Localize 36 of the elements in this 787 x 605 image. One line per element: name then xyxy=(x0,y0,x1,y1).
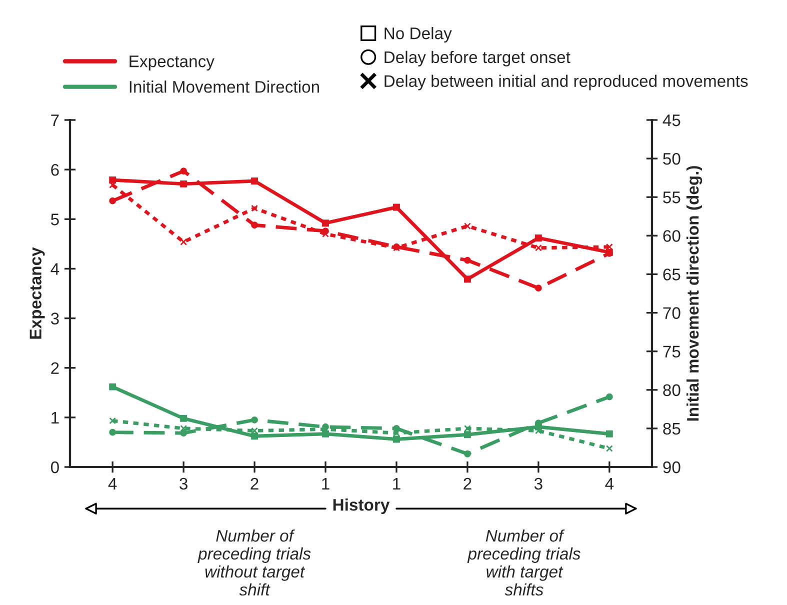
y2-tick-label: 65 xyxy=(663,268,680,280)
y-tick-label: 0 xyxy=(50,461,59,474)
y2-tick-label: 45 xyxy=(662,114,680,126)
legend-label: Expectancy xyxy=(130,56,214,71)
x-tick-label: 4 xyxy=(605,478,614,490)
text: Number of preceding trials without target shift xyxy=(198,529,311,596)
y2-tick-label: 90 xyxy=(663,461,680,474)
y2-tick-label: 80 xyxy=(663,384,680,396)
x-tick-label: 3 xyxy=(534,478,542,490)
x-tick-label: 2 xyxy=(250,478,258,490)
y2-tick-label: 70 xyxy=(663,307,680,319)
legend-label: Initial Movement Direction xyxy=(130,80,319,93)
text: Delay before target onset xyxy=(384,50,570,66)
y2-axis-title: Initial movement direction (deg.) xyxy=(686,166,702,421)
y2-tick-label: 60 xyxy=(663,230,680,242)
text: Delay between initial and reproduced movements xyxy=(384,74,748,90)
y2-tick-label: 55 xyxy=(663,192,680,204)
y2-tick-label: 75 xyxy=(663,346,680,358)
x-tick-label: 1 xyxy=(322,478,330,490)
y-tick-label: 1 xyxy=(52,412,59,424)
x-tick-label: 1 xyxy=(393,478,400,490)
y-tick-label: 6 xyxy=(51,164,59,176)
y2-tick-label: 85 xyxy=(663,422,680,435)
y-tick-label: 4 xyxy=(50,263,60,275)
y-tick-label: 3 xyxy=(50,312,59,324)
text: Number of preceding trials with target shifts xyxy=(467,529,580,596)
y-tick-label: 7 xyxy=(51,114,59,126)
y-tick-label: 5 xyxy=(50,214,59,226)
y-axis-title: Expectancy xyxy=(30,247,45,339)
x-tick-label: 3 xyxy=(180,478,188,490)
text: No Delay xyxy=(384,27,452,43)
x-axis-title: History xyxy=(333,498,390,514)
x-tick-label: 2 xyxy=(464,478,472,490)
x-tick-label: 4 xyxy=(108,478,117,490)
y-tick-label: 2 xyxy=(51,362,59,374)
y2-tick-label: 50 xyxy=(663,152,680,165)
